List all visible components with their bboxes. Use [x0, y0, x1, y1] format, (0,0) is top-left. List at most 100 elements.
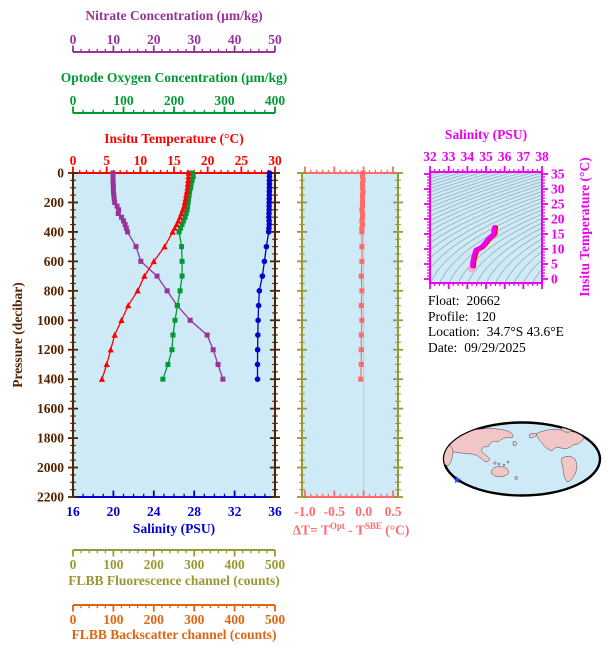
delta-t-title-part1: ΔT= T: [292, 522, 330, 538]
svg-text:100: 100: [103, 612, 124, 627]
ts-ylabel: Insitu Temperature (°C): [577, 157, 592, 297]
map-new-zealand: [514, 476, 519, 480]
svg-text:200: 200: [44, 195, 65, 210]
location-star: [453, 476, 461, 484]
svg-text:30: 30: [187, 32, 201, 47]
svg-text:400: 400: [224, 612, 245, 627]
svg-text:0: 0: [70, 557, 77, 572]
date-value: 09/29/2025: [464, 339, 526, 355]
svg-text:300: 300: [184, 612, 205, 627]
svg-text:200: 200: [144, 612, 165, 627]
svg-text:36: 36: [268, 504, 282, 519]
svg-text:32: 32: [423, 149, 437, 164]
svg-text:20: 20: [201, 153, 215, 168]
map-eurasia: [447, 428, 514, 462]
svg-text:300: 300: [214, 93, 235, 108]
svg-text:0: 0: [57, 166, 64, 181]
delta-t-left-spine: [297, 172, 307, 498]
svg-text:36: 36: [498, 149, 512, 164]
nitrate-profile-series: [110, 170, 226, 382]
delta-t-title-part3: (°C): [381, 522, 410, 538]
svg-text:32: 32: [228, 504, 242, 519]
map-australia: [490, 466, 509, 477]
map-continents: [444, 426, 585, 483]
svg-text:16: 16: [66, 504, 80, 519]
svg-text:38: 38: [535, 149, 549, 164]
map-japan: [512, 441, 518, 446]
svg-text:50: 50: [268, 32, 282, 47]
map-island: [497, 462, 501, 466]
svg-text:34: 34: [461, 149, 475, 164]
map-south-america: [561, 456, 578, 483]
svg-text:10: 10: [551, 242, 565, 257]
profile-label: Profile:: [428, 308, 469, 324]
svg-text:35: 35: [551, 167, 565, 182]
svg-text:35: 35: [479, 149, 493, 164]
temperature-axis: 0 5 10 15 20 25 30: [70, 153, 282, 174]
svg-text:1400: 1400: [37, 372, 64, 387]
svg-text:1200: 1200: [37, 342, 64, 357]
delta-t-title-sup1: Opt: [329, 521, 345, 531]
svg-text:1800: 1800: [37, 431, 64, 446]
oxygen-axis-title: Optode Oxygen Concentration (µm/kg): [60, 70, 288, 85]
svg-text:1000: 1000: [37, 313, 64, 328]
svg-text:100: 100: [103, 557, 124, 572]
nitrate-axis: 0 10 20 30 40 50: [70, 32, 282, 53]
svg-text:2000: 2000: [37, 460, 64, 475]
float-info-block: Float: 20662 Profile: 120 Location: 34.7°S …: [428, 293, 564, 355]
delta-t-title-sup2: SBE: [364, 521, 382, 531]
svg-text:5: 5: [551, 257, 558, 272]
float-value: 20662: [466, 293, 501, 308]
svg-text:200: 200: [164, 93, 185, 108]
world-map: [442, 421, 602, 497]
svg-text:500: 500: [265, 557, 286, 572]
fluorescence-axis-title: FLBB Fluorescence channel (counts): [68, 573, 280, 588]
profile-value: 120: [475, 308, 496, 324]
svg-text:0: 0: [70, 612, 77, 627]
svg-text:5: 5: [103, 153, 110, 168]
backscatter-axis: 0 100 200 300 400 500: [70, 604, 286, 627]
svg-text:0: 0: [70, 153, 77, 168]
svg-text:400: 400: [224, 557, 245, 572]
map-island: [506, 460, 510, 464]
oxygen-profile-series: [160, 170, 196, 382]
svg-text:37: 37: [517, 149, 531, 164]
pressure-right-spine: [270, 172, 280, 498]
map-island: [493, 461, 497, 465]
svg-text:0.0: 0.0: [355, 504, 372, 519]
backscatter-axis-title: FLBB Backscatter channel (counts): [71, 627, 277, 642]
svg-text:20: 20: [147, 32, 161, 47]
svg-text:200: 200: [144, 557, 165, 572]
svg-text:20: 20: [551, 212, 565, 227]
svg-text:0.5: 0.5: [385, 504, 402, 519]
svg-text:300: 300: [184, 557, 205, 572]
svg-text:20: 20: [107, 504, 121, 519]
salinity-profile-series: [254, 170, 273, 382]
map-island: [502, 463, 506, 467]
svg-text:30: 30: [268, 153, 282, 168]
delta-t-plot: -1.0 -0.5 0.0 0.5: [294, 166, 402, 519]
svg-text:28: 28: [187, 504, 201, 519]
pressure-left-spine: 0 200 400 600 800 1000 1200 1400 1600 1800 2000 220…: [37, 166, 78, 505]
svg-text:10: 10: [107, 32, 121, 47]
date-info-line: Date: 09/29/2025: [428, 340, 564, 356]
ts-data-curve: [467, 225, 499, 273]
svg-text:500: 500: [265, 612, 286, 627]
delta-t-series: [358, 170, 366, 382]
ts-plot-title: Salinity (PSU): [444, 127, 528, 142]
salinity-axis-title: Salinity (PSU): [132, 521, 216, 536]
delta-t-axis-title: ΔT= TOpt - TSBE (°C): [293, 521, 410, 539]
location-value: 34.7°S 43.6°E: [486, 324, 564, 339]
svg-text:33: 33: [442, 149, 456, 164]
svg-text:600: 600: [44, 254, 65, 269]
svg-text:0: 0: [70, 93, 77, 108]
svg-text:15: 15: [551, 227, 565, 242]
date-label: Date:: [428, 339, 458, 355]
map-alaska: [528, 433, 538, 439]
svg-text:15: 15: [167, 153, 181, 168]
svg-text:10: 10: [134, 153, 148, 168]
oxygen-axis: 0 100 200 300 400: [70, 93, 285, 114]
svg-text:30: 30: [551, 182, 565, 197]
